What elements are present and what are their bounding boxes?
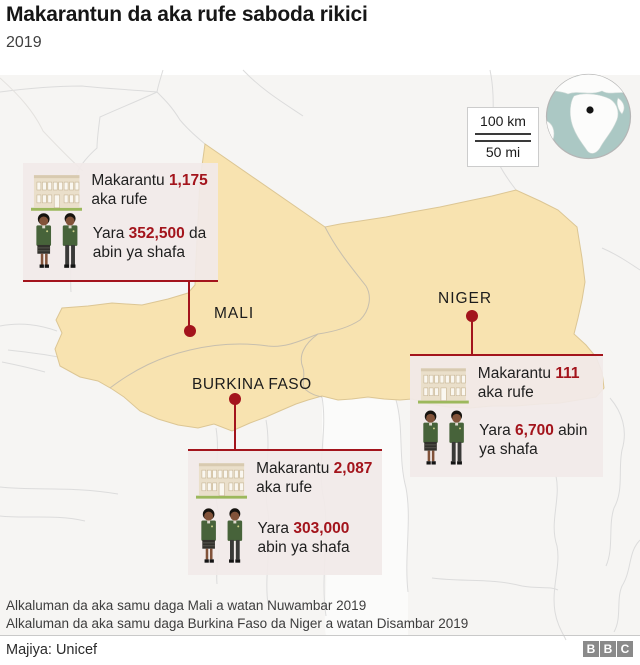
burkina-children-text: Yara 303,000 abin ya shafa [257, 520, 350, 556]
mali-schools-text: Makarantu 1,175 aka rufe [91, 172, 208, 208]
niger-schools-text: Makarantu 111 aka rufe [477, 365, 580, 401]
niger-children-row: Yara 6,700 abin ya shafa [418, 409, 595, 471]
burkina-marker-dot [229, 393, 241, 405]
source-credit: Majiya: Unicef [6, 642, 98, 658]
niger-marker-dot [466, 310, 478, 322]
footnote-line: Alkaluman da aka samu daga Burkina Faso … [6, 616, 469, 631]
mali-schools-row: Makarantu 1,175 aka rufe [31, 169, 210, 211]
page-subtitle: 2019 [6, 34, 42, 51]
mali-children-row: Yara 352,500 da abin ya shafa [31, 212, 210, 274]
mali-marker-dot [184, 325, 196, 337]
children-icon [201, 508, 243, 563]
mali-connector-line [188, 282, 190, 326]
scale-mi-bar [475, 139, 531, 142]
scale-mi-label: 50 mi [485, 144, 521, 160]
scale-km-bar [475, 132, 531, 135]
bbc-logo-letter: B [583, 641, 599, 657]
children-icon [36, 213, 78, 268]
school-icon [418, 368, 469, 404]
map-scale: 100 km 50 mi [467, 107, 539, 167]
label-mali: MALI [214, 305, 255, 322]
bbc-logo: B B C [583, 641, 633, 657]
bbc-logo-letter: C [617, 641, 633, 657]
burkina-schools-text: Makarantu 2,087 aka rufe [256, 460, 373, 496]
bbc-logo-letter: B [600, 641, 616, 657]
niger-schools-row: Makarantu 111 aka rufe [418, 362, 595, 404]
school-icon [196, 463, 248, 499]
burkina-children-row: Yara 303,000 abin ya shafa [196, 507, 374, 569]
mali-children-text: Yara 352,500 da abin ya shafa [92, 225, 207, 261]
globe-locator [545, 73, 632, 160]
callout-mali: Makarantu 1,175 aka rufe Yara 352,500 da… [23, 163, 218, 282]
footnote-line: Alkaluman da aka samu daga Mali a watan … [6, 598, 367, 613]
label-burkina-faso: BURKINA FASO [192, 376, 312, 393]
children-icon [423, 410, 464, 465]
burkina-schools-row: Makarantu 2,087 aka rufe [196, 457, 374, 499]
burkina-connector-line [234, 404, 236, 449]
callout-niger: Makarantu 111 aka rufe Yara 6,700 abin y… [410, 354, 603, 477]
scale-km-label: 100 km [480, 113, 526, 129]
globe-location-dot [586, 106, 594, 114]
map-internal-borders [109, 226, 370, 398]
map-faint-border [0, 77, 84, 172]
label-niger: NIGER [438, 290, 493, 307]
niger-children-text: Yara 6,700 abin ya shafa [479, 422, 588, 458]
callout-burkina-faso: Makarantu 2,087 aka rufe Yara 303,000 ab… [188, 449, 382, 575]
school-icon [31, 175, 83, 211]
footnotes: Alkaluman da aka samu daga Mali a watan … [6, 597, 468, 633]
niger-connector-line [471, 321, 473, 354]
page-title: Makarantun da aka rufe saboda rikici [6, 3, 368, 26]
footer-divider [0, 635, 640, 636]
